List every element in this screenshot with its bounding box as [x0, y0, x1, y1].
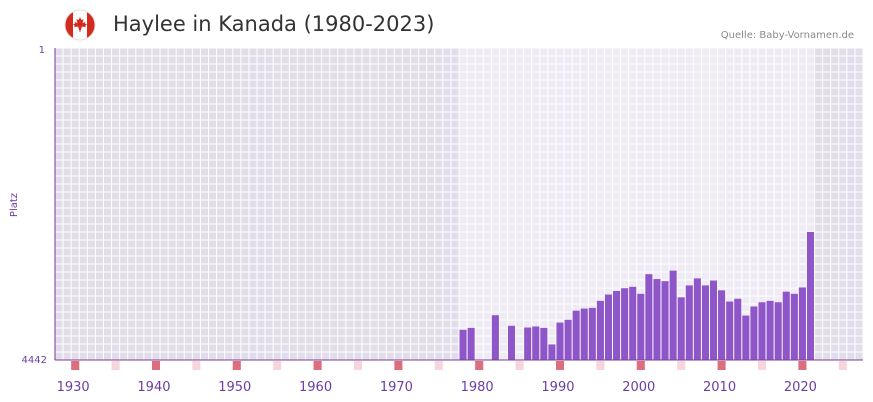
bar-1990	[556, 322, 564, 360]
bar-2003	[661, 281, 669, 360]
bar-2019	[790, 293, 798, 360]
bar-1996	[604, 294, 613, 360]
x-tick-1950: 1950	[218, 380, 251, 395]
source-credit: Quelle: Baby-Vornamen.de	[720, 30, 854, 41]
bar-2007	[693, 278, 701, 360]
x-tick-1960: 1960	[299, 380, 332, 395]
plot-grid	[54, 47, 864, 361]
decade-marker-1960	[313, 361, 322, 370]
bar-2000	[637, 293, 645, 360]
bar-2002	[653, 279, 661, 360]
decade-marker-1970	[394, 361, 403, 370]
half-decade-marker-1985	[515, 361, 524, 370]
bar-2011	[726, 301, 734, 360]
bar-2017	[774, 302, 782, 360]
bar-1988	[540, 327, 548, 360]
bar-1989	[548, 344, 556, 360]
x-tick-1930: 1930	[57, 380, 90, 395]
bar-1979	[467, 327, 475, 360]
decade-marker-1980	[475, 361, 484, 370]
bar-1994	[588, 307, 596, 360]
x-tick-1980: 1980	[461, 380, 494, 395]
bar-1982	[491, 315, 499, 360]
bar-1992	[572, 310, 580, 360]
decade-marker-2020	[798, 361, 807, 370]
x-axis-ticks: 1930 1940 1950 1960 1970 1980 1990 2000 2010 2020	[57, 380, 817, 395]
bar-2016	[766, 300, 774, 360]
bar-2015	[758, 302, 766, 360]
bar-2009	[709, 280, 718, 360]
half-decade-marker-2015	[757, 361, 767, 370]
half-decade-marker-2025	[838, 361, 847, 370]
bar-series	[459, 231, 815, 360]
bar-2014	[750, 306, 758, 360]
bar-2001	[645, 274, 653, 360]
y-axis-label: Platz	[9, 193, 20, 217]
bar-1991	[564, 319, 572, 360]
bar-1978	[459, 329, 467, 360]
bar-1987	[532, 326, 540, 360]
bar-2006	[685, 285, 693, 360]
half-decade-marker-2005	[677, 361, 686, 370]
half-decade-marker-1965	[353, 361, 363, 370]
year-markers	[71, 361, 847, 370]
x-tick-1940: 1940	[137, 380, 170, 395]
x-tick-2020: 2020	[784, 380, 817, 395]
x-tick-1970: 1970	[380, 380, 413, 395]
bar-1999	[629, 286, 637, 360]
x-tick-2010: 2010	[703, 380, 736, 395]
chart-title: Haylee in Kanada (1980-2023)	[113, 12, 435, 36]
bar-1995	[596, 300, 604, 360]
x-tick-2000: 2000	[622, 380, 655, 395]
decade-marker-1990	[555, 361, 565, 370]
half-decade-marker-1935	[111, 361, 120, 370]
bar-2004	[669, 270, 677, 360]
axes	[54, 48, 863, 361]
decade-marker-2010	[717, 361, 726, 370]
bar-2010	[718, 290, 726, 360]
half-decade-marker-1945	[192, 361, 201, 370]
half-decade-marker-1975	[434, 361, 443, 370]
y-tick-bottom: 4442	[22, 355, 47, 366]
bar-1986	[524, 327, 532, 360]
bar-2012	[734, 298, 742, 360]
decade-marker-2000	[636, 361, 645, 370]
decade-marker-1940	[151, 361, 161, 370]
canada-flag-icon	[64, 9, 96, 41]
bar-2018	[782, 291, 790, 360]
half-decade-marker-1955	[273, 361, 282, 370]
half-decade-marker-1995	[596, 361, 605, 370]
bar-1998	[621, 288, 629, 360]
bar-2013	[742, 315, 750, 360]
x-tick-1990: 1990	[541, 380, 574, 395]
bar-2021	[806, 231, 815, 360]
bar-1993	[580, 308, 588, 360]
decade-marker-1950	[232, 361, 241, 370]
bar-1984	[507, 325, 516, 360]
bar-2005	[677, 297, 685, 360]
bar-2020	[798, 287, 806, 360]
y-tick-top: 1	[39, 45, 45, 56]
bar-1997	[613, 291, 621, 360]
bar-2008	[701, 285, 709, 360]
decade-marker-1930	[71, 361, 80, 370]
